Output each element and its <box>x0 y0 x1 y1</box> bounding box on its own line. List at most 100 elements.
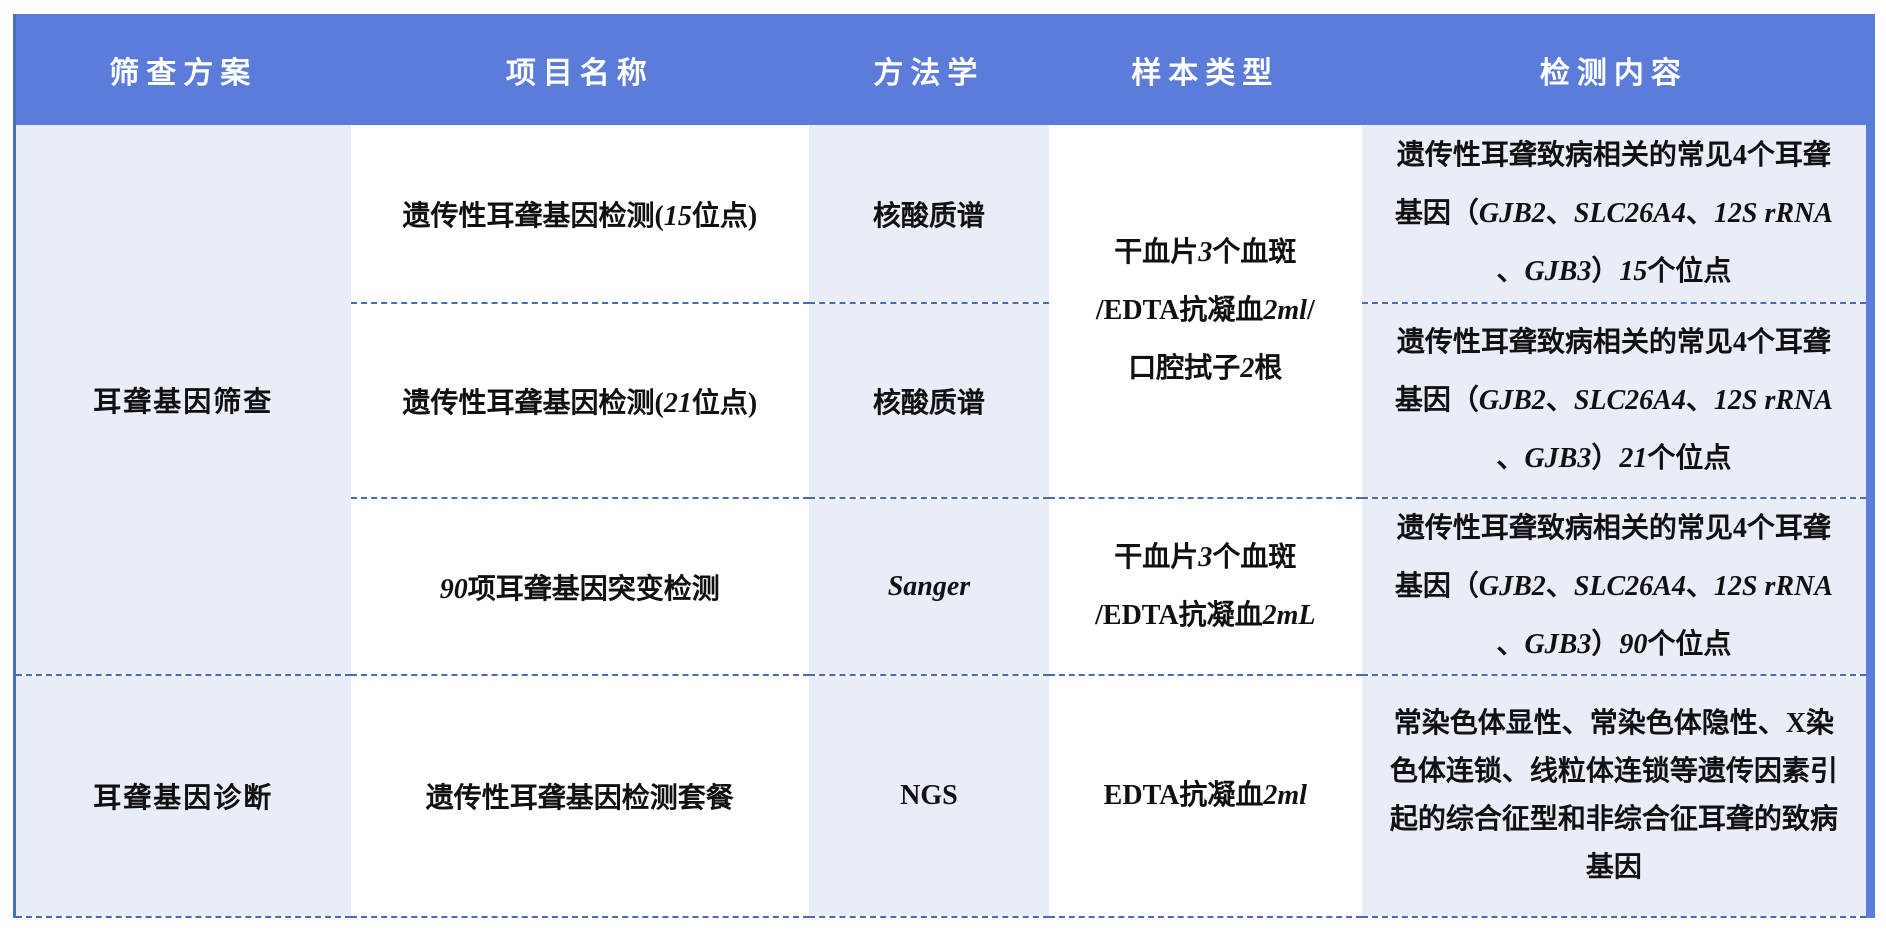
text-segment: 位点) <box>691 387 758 419</box>
cell-detection-content: 遗传性耳聋致病相关的常见4个耳聋 基因（GJB2、SLC26A4、12S rRNA… <box>1361 125 1871 304</box>
cell-detection-content: 遗传性耳聋致病相关的常见4个耳聋 基因（GJB2、SLC26A4、12S rRNA… <box>1361 498 1871 676</box>
text-segment: 、 <box>1545 197 1574 229</box>
text-segment: ） <box>1591 255 1620 287</box>
text-segment: 2ml <box>1263 295 1307 326</box>
text-segment: GJB3 <box>1524 442 1592 474</box>
text-segment: GJB3 <box>1524 628 1592 660</box>
text-segment: 、 <box>1545 384 1574 416</box>
text-segment: / <box>1306 295 1315 326</box>
text-segment: SLC26A4 <box>1573 197 1686 229</box>
text-segment: 口腔拭子 <box>1128 353 1241 384</box>
text-segment: 3 <box>1198 237 1213 268</box>
table-row-diagnosis-package: 耳聋基因诊断 遗传性耳聋基因检测套餐 NGS EDTA抗凝血2ml 常染色体显性… <box>14 675 1871 918</box>
text-segment: 常染色体显性、常染色体隐性、X染 <box>1393 708 1835 739</box>
text-segment: 核酸质谱 <box>872 387 985 419</box>
cell-project-name: 遗传性耳聋基因检测(15位点) <box>350 125 810 304</box>
text-segment: 干血片 <box>1114 541 1199 573</box>
text-segment: SLC26A4 <box>1573 384 1686 416</box>
text-segment: 90 <box>1619 628 1648 660</box>
text-segment: 、 <box>1496 442 1525 474</box>
text-segment: NGS <box>900 780 958 811</box>
text-segment: ） <box>1591 442 1620 474</box>
text-segment: 15 <box>663 200 692 232</box>
header-row: 筛查方案 项目名称 方法学 样本类型 检测内容 <box>14 14 1871 125</box>
text-segment: 遗传性耳聋致病相关的常见4个耳聋 <box>1396 512 1831 544</box>
table-row-15-sites: 耳聋基因筛查 遗传性耳聋基因检测(15位点) 核酸质谱 干血片3个血斑/EDTA… <box>14 125 1871 676</box>
header-methodology: 方法学 <box>809 14 1049 125</box>
text-segment: 2mL <box>1262 599 1316 631</box>
text-segment: 遗传性耳聋致病相关的常见4个耳聋 <box>1396 139 1831 171</box>
text-segment: 个血斑 <box>1212 237 1297 268</box>
text-segment: 个血斑 <box>1212 541 1297 573</box>
text-segment: ） <box>1591 628 1620 660</box>
text-segment: 色体连锁、线粒体连锁等遗传因素引 <box>1389 756 1838 787</box>
text-segment: 2 <box>1240 353 1255 384</box>
text-segment: 21 <box>1619 442 1648 474</box>
cell-detection-content: 常染色体显性、常染色体隐性、X染 色体连锁、线粒体连锁等遗传因素引 起的综合征型和非… <box>1361 675 1871 918</box>
cell-project-name: 90项耳聋基因突变检测 <box>350 498 810 676</box>
table-row-90-mutations: 90项耳聋基因突变检测 Sanger 干血片3个血斑/EDTA抗凝血2mL 遗传… <box>15 498 1871 676</box>
cell-methodology: Sanger <box>809 498 1049 676</box>
text-segment: 、 <box>1496 628 1525 660</box>
text-segment: 个位点 <box>1647 628 1732 660</box>
table-row-21-sites: 遗传性耳聋基因检测(21位点) 核酸质谱 遗传性耳聋致病相关的常见4个耳聋 基因（… <box>15 303 1871 499</box>
cell-methodology: NGS <box>809 675 1049 918</box>
cell-plan-diagnosis: 耳聋基因诊断 <box>14 675 351 918</box>
text-segment: EDTA抗凝血 <box>1103 780 1264 811</box>
text-segment: 15 <box>1619 255 1648 287</box>
text-segment: 遗传性耳聋致病相关的常见4个耳聋 <box>1396 326 1831 358</box>
text-segment: 12S rRNA <box>1713 570 1833 602</box>
text-segment: 个位点 <box>1647 255 1732 287</box>
text-segment: 干血片 <box>1114 237 1199 268</box>
text-segment: Sanger <box>887 570 971 602</box>
cell-project-name: 遗传性耳聋基因检测套餐 <box>350 675 810 918</box>
text-segment: /EDTA抗凝血 <box>1095 599 1263 631</box>
text-segment: 基因（ <box>1394 570 1479 602</box>
text-segment: 3 <box>1198 541 1213 573</box>
cell-plan-screening: 耳聋基因筛查 <box>14 125 351 676</box>
text-segment: GJB2 <box>1478 384 1546 416</box>
header-screening-plan: 筛查方案 <box>14 14 351 125</box>
text-segment: 核酸质谱 <box>872 200 985 232</box>
text-segment: /EDTA抗凝血 <box>1095 295 1264 326</box>
cell-sample-type: EDTA抗凝血2ml <box>1048 675 1362 918</box>
cell-project-name: 遗传性耳聋基因检测(21位点) <box>350 303 810 499</box>
text-segment: 、 <box>1545 570 1574 602</box>
text-segment: 、 <box>1685 197 1714 229</box>
text-segment: GJB3 <box>1524 255 1592 287</box>
text-segment: 根 <box>1254 353 1283 384</box>
header-sample-type: 样本类型 <box>1048 14 1362 125</box>
text-segment: 起的综合征型和非综合征耳聋的致病 <box>1389 804 1838 835</box>
text-segment: 个位点 <box>1647 442 1732 474</box>
text-segment: 、 <box>1496 255 1525 287</box>
text-segment: 基因 <box>1585 852 1642 883</box>
text-segment: 、 <box>1685 570 1714 602</box>
text-segment: 遗传性耳聋基因检测套餐 <box>425 783 734 814</box>
text-segment: 90 <box>439 573 468 605</box>
text-segment: 12S rRNA <box>1713 384 1833 416</box>
text-segment: 遗传性耳聋基因检测( <box>402 387 664 419</box>
cell-methodology: 核酸质谱 <box>809 125 1049 304</box>
text-segment: 21 <box>663 387 692 419</box>
text-segment: 2ml <box>1263 780 1307 811</box>
table-header: 筛查方案 项目名称 方法学 样本类型 检测内容 <box>14 14 1871 125</box>
text-segment: GJB2 <box>1478 197 1546 229</box>
cell-sample-type: 干血片3个血斑/EDTA抗凝血2mL <box>1048 498 1362 676</box>
header-project-name: 项目名称 <box>350 14 810 125</box>
deafness-gene-testing-table: 筛查方案 项目名称 方法学 样本类型 检测内容 耳聋基因筛查 遗传性耳聋基因检测… <box>13 14 1875 918</box>
text-segment: 位点) <box>691 200 758 232</box>
cell-methodology: 核酸质谱 <box>809 303 1049 499</box>
text-segment: 、 <box>1685 384 1714 416</box>
text-segment: 基因（ <box>1394 384 1479 416</box>
text-segment: 基因（ <box>1394 197 1479 229</box>
text-segment: GJB2 <box>1478 570 1546 602</box>
text-segment: 12S rRNA <box>1713 197 1833 229</box>
text-segment: 遗传性耳聋基因检测( <box>402 200 664 232</box>
text-segment: SLC26A4 <box>1573 570 1686 602</box>
table-body: 耳聋基因筛查 遗传性耳聋基因检测(15位点) 核酸质谱 干血片3个血斑/EDTA… <box>14 125 1871 918</box>
cell-sample-type: 干血片3个血斑/EDTA抗凝血2ml/ 口腔拭子2根 <box>1048 125 1362 499</box>
header-detection-content: 检测内容 <box>1361 14 1871 125</box>
text-segment: 项耳聋基因突变检测 <box>467 573 720 605</box>
cell-detection-content: 遗传性耳聋致病相关的常见4个耳聋 基因（GJB2、SLC26A4、12S rRNA… <box>1361 303 1871 499</box>
